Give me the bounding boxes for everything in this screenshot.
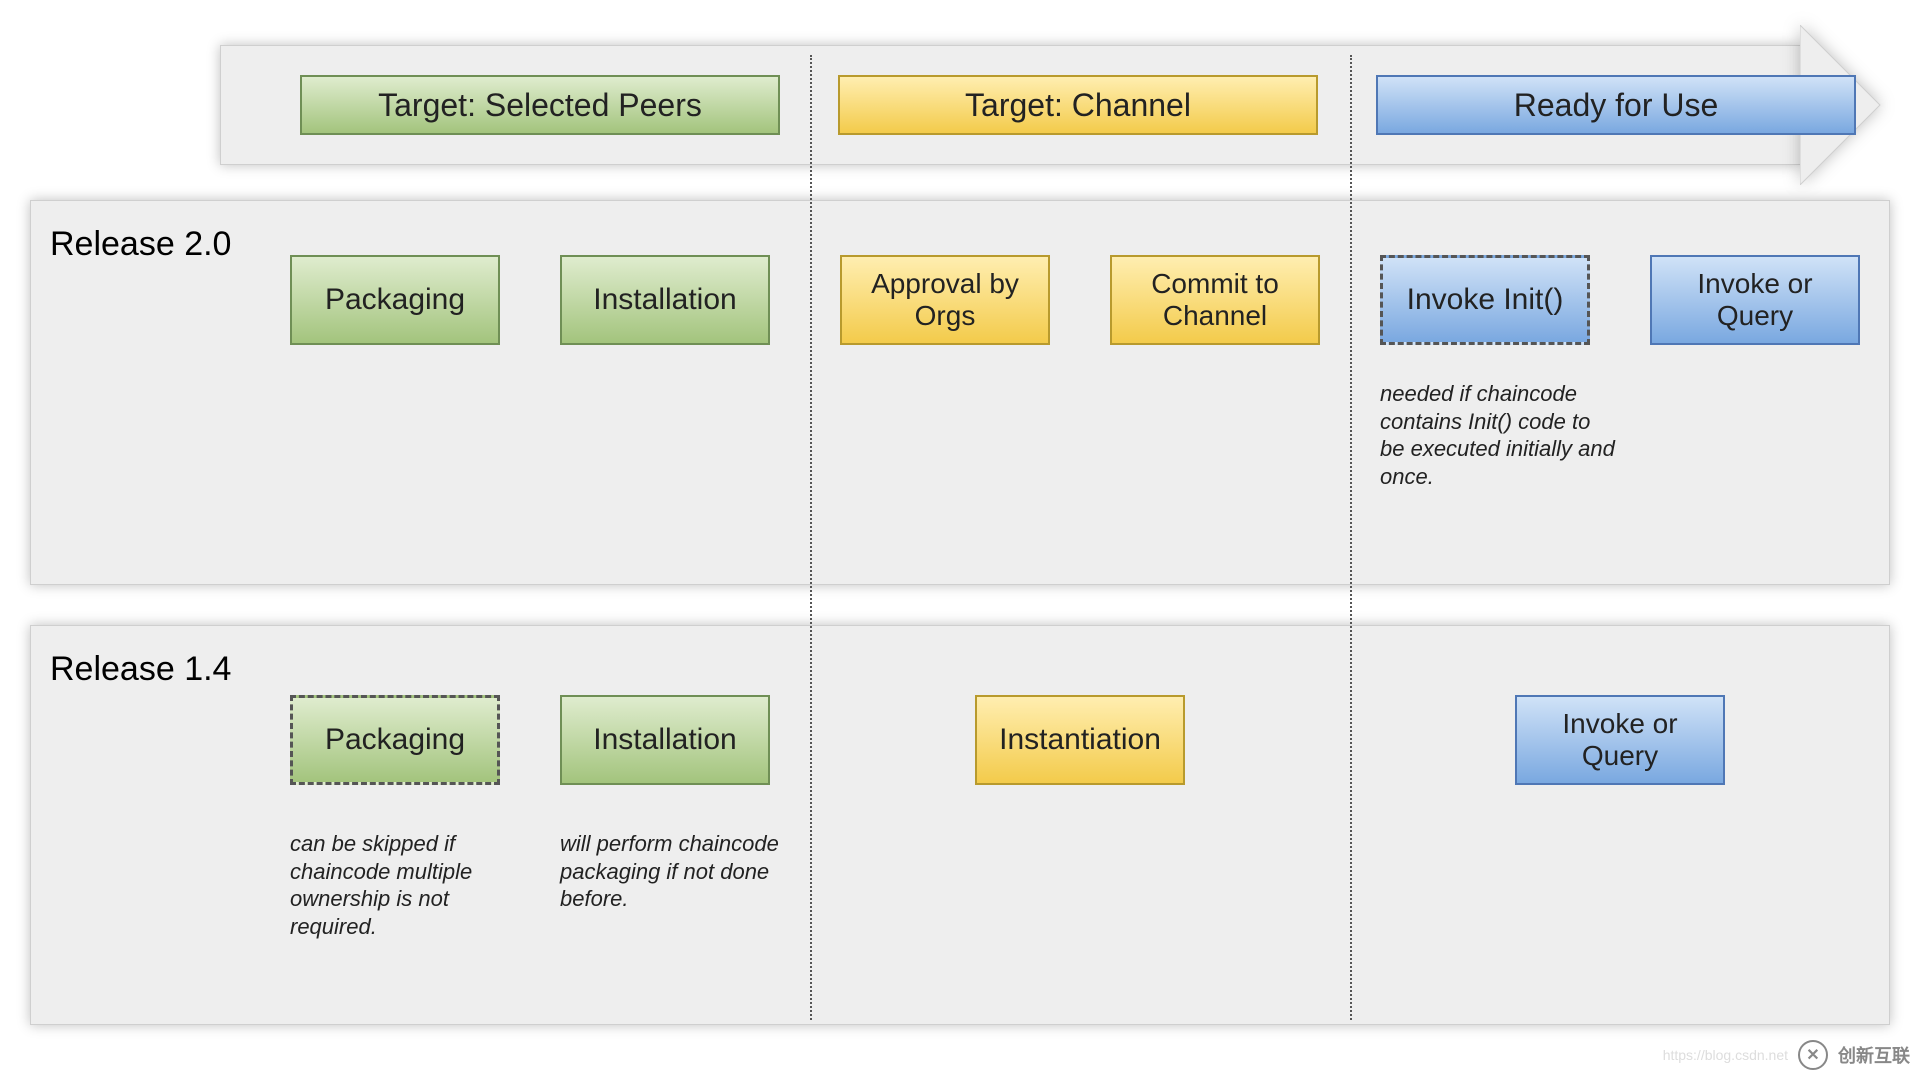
header-tab-2: Ready for Use — [1376, 75, 1856, 135]
note-r14-1: can be skipped if chaincode multiple own… — [290, 830, 530, 940]
step-r14-9: Invoke or Query — [1515, 695, 1725, 785]
step-r14-8: Instantiation — [975, 695, 1185, 785]
header-tab-0: Target: Selected Peers — [300, 75, 780, 135]
panel-r14 — [30, 625, 1890, 1025]
watermark-brand: 创新互联 — [1838, 1042, 1910, 1068]
panel-title-r20: Release 2.0 — [50, 225, 231, 264]
watermark-url: https://blog.csdn.net — [1663, 1047, 1788, 1063]
divider-0 — [810, 55, 812, 1020]
step-r20-0: Packaging — [290, 255, 500, 345]
note-r14-2: will perform chaincode packaging if not … — [560, 830, 800, 913]
step-r20-5: Invoke or Query — [1650, 255, 1860, 345]
step-r20-4: Invoke Init() — [1380, 255, 1590, 345]
header-tab-1: Target: Channel — [838, 75, 1318, 135]
watermark-logo-icon: ✕ — [1798, 1040, 1828, 1070]
step-r14-6: Packaging — [290, 695, 500, 785]
watermark: https://blog.csdn.net ✕ 创新互联 — [1663, 1040, 1910, 1070]
divider-1 — [1350, 55, 1352, 1020]
step-r20-3: Commit to Channel — [1110, 255, 1320, 345]
step-r20-2: Approval by Orgs — [840, 255, 1050, 345]
diagram-canvas: Release 2.0 Release 1.4 Target: Selected P… — [0, 0, 1920, 1080]
step-r20-1: Installation — [560, 255, 770, 345]
step-r14-7: Installation — [560, 695, 770, 785]
note-r20-0: needed if chaincode contains Init() code… — [1380, 380, 1620, 490]
panel-title-r14: Release 1.4 — [50, 650, 231, 689]
